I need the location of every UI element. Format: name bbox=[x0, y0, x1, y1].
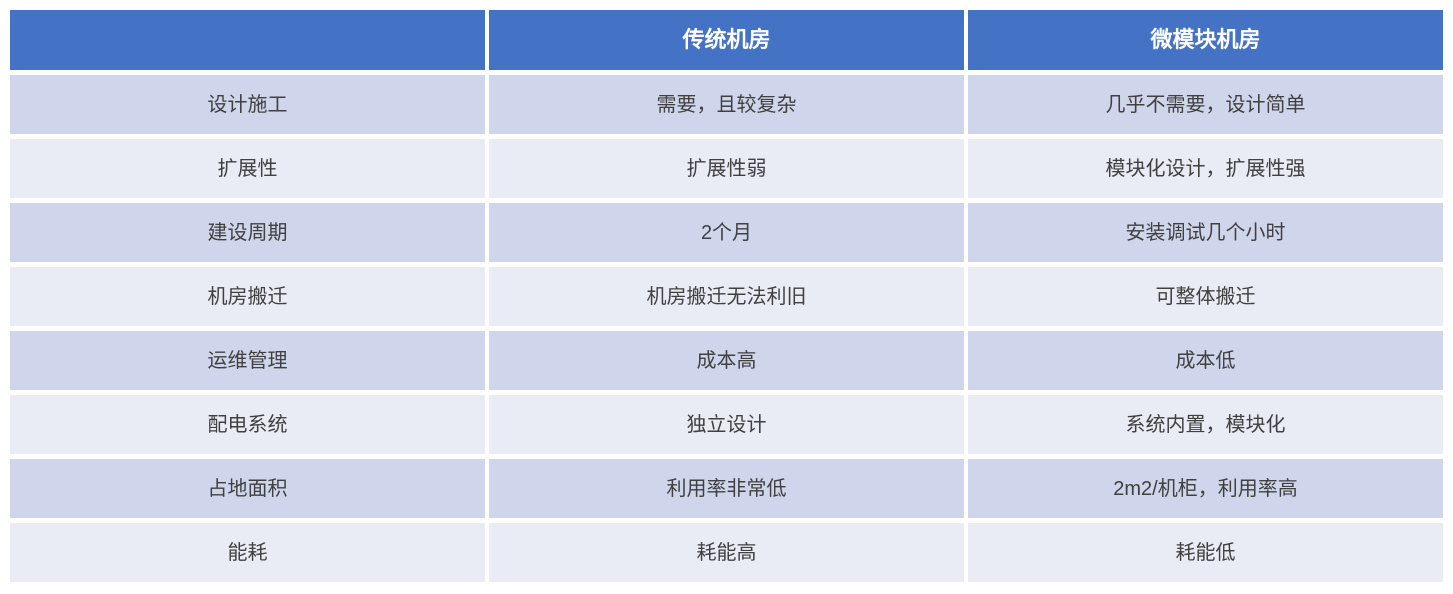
row-label-construction-period: 建设周期 bbox=[10, 203, 485, 262]
row-label-power-distribution: 配电系统 bbox=[10, 395, 485, 454]
cell-micromodule-relocation: 可整体搬迁 bbox=[968, 267, 1443, 326]
cell-traditional-relocation: 机房搬迁无法利旧 bbox=[489, 267, 964, 326]
cell-micromodule-operations-management: 成本低 bbox=[968, 331, 1443, 390]
cell-traditional-power-distribution: 独立设计 bbox=[489, 395, 964, 454]
header-cell-micromodule: 微模块机房 bbox=[968, 10, 1443, 70]
cell-micromodule-power-distribution: 系统内置，模块化 bbox=[968, 395, 1443, 454]
cell-traditional-design-construction: 需要，且较复杂 bbox=[489, 75, 964, 134]
cell-traditional-operations-management: 成本高 bbox=[489, 331, 964, 390]
cell-traditional-footprint: 利用率非常低 bbox=[489, 459, 964, 518]
comparison-table: 传统机房 微模块机房 设计施工 需要，且较复杂 几乎不需要，设计简单 扩展性 扩… bbox=[10, 10, 1443, 582]
header-cell-traditional: 传统机房 bbox=[489, 10, 964, 70]
row-label-energy-consumption: 能耗 bbox=[10, 523, 485, 582]
row-label-design-construction: 设计施工 bbox=[10, 75, 485, 134]
row-label-footprint: 占地面积 bbox=[10, 459, 485, 518]
cell-micromodule-scalability: 模块化设计，扩展性强 bbox=[968, 139, 1443, 198]
row-label-relocation: 机房搬迁 bbox=[10, 267, 485, 326]
row-label-scalability: 扩展性 bbox=[10, 139, 485, 198]
cell-micromodule-design-construction: 几乎不需要，设计简单 bbox=[968, 75, 1443, 134]
header-cell-empty bbox=[10, 10, 485, 70]
cell-traditional-energy-consumption: 耗能高 bbox=[489, 523, 964, 582]
cell-traditional-construction-period: 2个月 bbox=[489, 203, 964, 262]
cell-micromodule-construction-period: 安装调试几个小时 bbox=[968, 203, 1443, 262]
cell-micromodule-footprint: 2m2/机柜，利用率高 bbox=[968, 459, 1443, 518]
row-label-operations-management: 运维管理 bbox=[10, 331, 485, 390]
cell-micromodule-energy-consumption: 耗能低 bbox=[968, 523, 1443, 582]
cell-traditional-scalability: 扩展性弱 bbox=[489, 139, 964, 198]
